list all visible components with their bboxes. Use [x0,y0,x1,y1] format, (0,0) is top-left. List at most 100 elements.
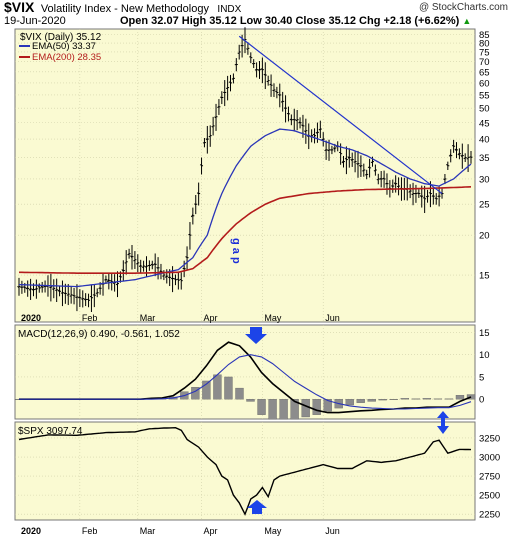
spx-axis-tick-1: 3000 [479,453,500,464]
price-axis-tick-9: 60 [479,78,490,89]
price-axis-tick-10: 65 [479,67,490,78]
macd-histogram-bar [235,387,244,400]
price-bar-open [373,170,376,172]
price-bar-open [98,287,101,289]
price-bar-open [321,138,324,141]
macd-histogram-bar [400,398,410,400]
arrow-group [245,327,449,514]
price-bar-open [446,164,449,166]
price-axis-tick-3: 30 [479,174,490,185]
price-bar-open [315,131,318,134]
watermark: @ StockCharts.com [418,2,508,13]
price-bar-open [257,68,260,71]
ticker-name: Volatility Index - New Methodology [40,3,209,15]
price-bar-open [185,256,188,258]
price-bar-open [190,214,194,218]
price-bar-open [211,125,214,128]
price-axis-tick-11: 70 [479,57,490,68]
macd-histogram-bar [466,394,476,400]
macd-histogram-bar [323,399,332,412]
legend-spx: $SPX 3097.74 [18,426,83,437]
macd-histogram-bar [224,376,233,400]
price-bar-open [130,255,133,258]
x-tick-label-main-3: Apr [204,313,218,323]
x-tick-label-bottom-2: Mar [140,526,156,536]
macd-histogram-bar [422,398,432,400]
ema200-line [19,186,472,275]
macd-histogram-bar [444,398,454,400]
price-bar-open [223,91,225,94]
price-bar-open [341,160,344,164]
x-tick-label-main-5: Jun [325,313,340,323]
price-bar-open [83,298,87,301]
price-bar-open [289,118,292,121]
downtrend-line [238,35,443,195]
price-bar-open [25,287,29,290]
price-bar-open [231,77,234,80]
macd-histogram-bar [389,399,398,400]
macd-histogram-bar [301,399,310,418]
price-bar-open [260,68,263,71]
price-bar-open [454,148,457,152]
x-tick-label-main-0: 2020 [21,313,41,323]
price-bar-open [385,182,388,185]
price-bar-open [104,279,107,281]
spx-axis-tick-3: 2500 [479,491,500,502]
price-bar-open [136,262,139,265]
price-bar-open [196,192,199,194]
macd-histogram-bar [279,399,288,420]
price-bar-open [408,190,411,193]
price-bar-open [188,233,191,236]
price-bar-open [31,288,34,291]
price-bar-open [277,93,281,96]
macd-axis-tick-3: 0 [479,395,484,406]
price-axis-tick-4: 35 [479,153,490,164]
price-axis-tick-6: 45 [479,118,490,129]
macd-signal-line [19,354,472,410]
x-tick-label-bottom-3: Apr [204,526,218,536]
price-bar-open [460,154,463,158]
price-bar-open [23,286,26,288]
price-bar-open [347,156,350,160]
macd-histogram-bar [455,395,465,400]
legend-main: $VIX (Daily) 35.12 EMA(50) 33.37 EMA(200… [19,32,102,63]
price-bar-open [220,96,223,99]
x-tick-label-bottom-5: Jun [325,526,340,536]
price-bar-open [60,292,63,294]
x-tick-label-main-2: Mar [140,313,156,323]
price-bar-open [57,289,60,293]
price-bar-open [457,152,460,156]
macd-axis-tick-2: 5 [479,372,484,383]
price-bar-open [127,253,130,256]
price-bar-open [63,292,66,295]
price-bar-open [448,154,452,157]
macd-axis-tick-0: 15 [479,328,490,339]
price-bar-open [298,121,301,124]
price-bar-open [280,100,284,103]
x-tick-label-main-4: May [264,313,282,323]
spx-panel [14,421,476,521]
price-bar-open [34,288,37,291]
price-bar-open [176,278,179,281]
price-axis-tick-0: 15 [479,271,490,282]
price-bar-open [150,263,153,266]
ema50-line [18,128,472,288]
price-bar-open [332,147,336,150]
spx-arrow-up-icon [247,500,267,514]
price-bar-open [359,164,362,168]
x-tick-label-main-1: Feb [82,313,98,323]
price-bar-open [78,296,81,299]
price-bar-open [182,267,185,270]
price-bar-open [17,286,20,289]
price-axis-tick-14: 85 [479,30,490,41]
macd-histogram-bar [345,399,354,406]
spx-line [18,426,472,516]
header-ohlc: Open 32.07 High 35.12 Low 30.40 Close 35… [120,15,471,27]
price-bar-open [419,195,423,198]
price-panel [14,28,476,323]
price-bar-open [121,269,124,272]
price-bar-open [164,275,168,278]
legend-macd: MACD(12,26,9) 0.490, -0.561, 1.052 [18,329,180,340]
spx-axis-tick-0: 3250 [479,433,500,444]
